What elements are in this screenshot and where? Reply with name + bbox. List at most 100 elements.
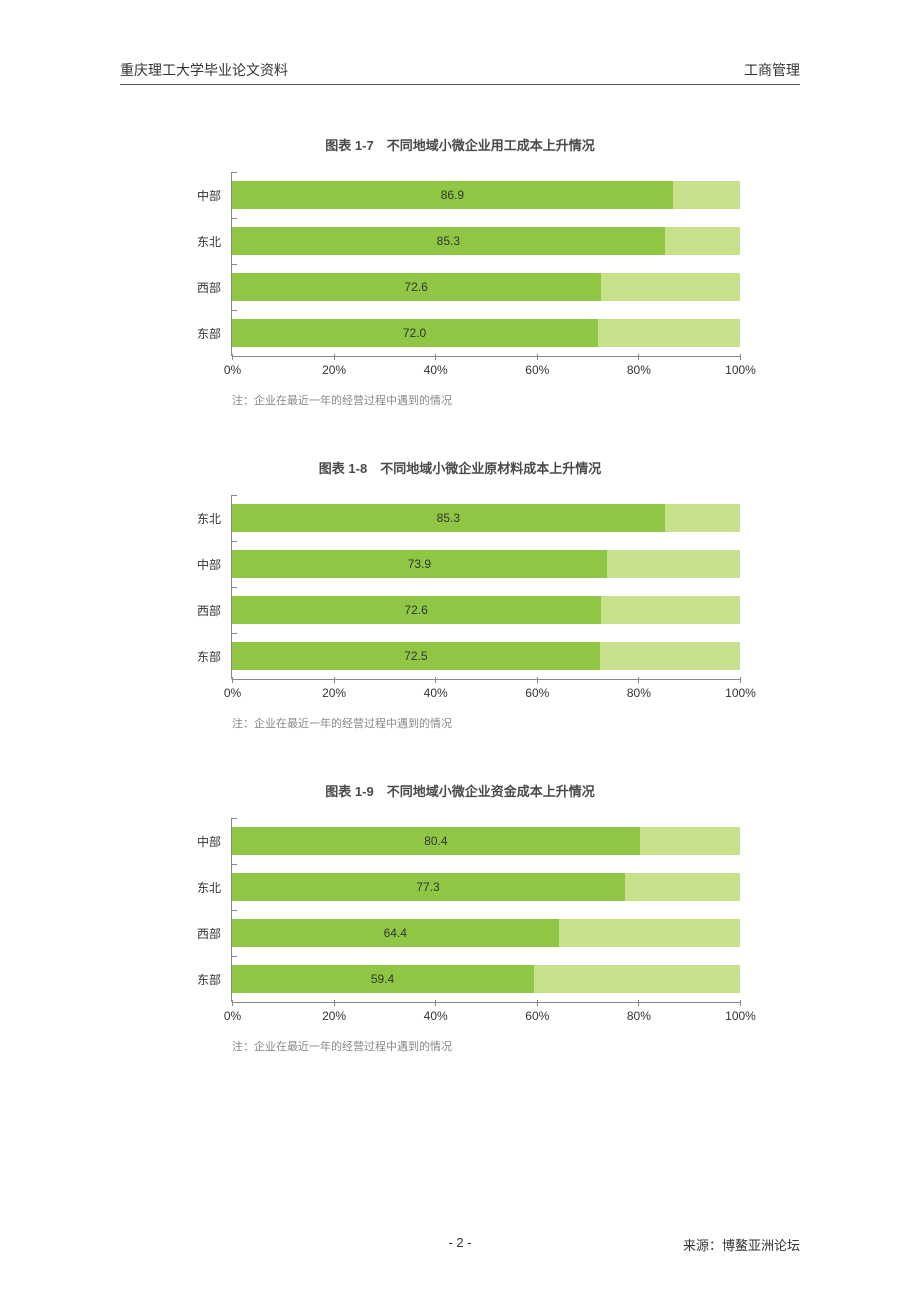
x-tick-line	[435, 1000, 436, 1006]
chart-note: 注：企业在最近一年的经营过程中遇到的情况	[180, 1038, 740, 1054]
bar-row: 72.0	[232, 310, 740, 356]
x-tick-line	[740, 1000, 741, 1006]
x-tick-line	[537, 1000, 538, 1006]
chart-wrap: 中部东北西部东部86.9 85.3 72.6 72.0 0% 20% 40% 60% 80% 10…	[180, 172, 740, 380]
y-axis-category: 西部	[197, 264, 221, 310]
x-tick-line	[334, 354, 335, 360]
x-tick-label: 100%	[725, 1009, 756, 1023]
x-tick-line	[435, 677, 436, 683]
bar-value-label: 59.4	[371, 972, 394, 986]
bar-slot: 85.3	[232, 504, 740, 532]
x-tick-line	[638, 1000, 639, 1006]
bar-value-label: 80.4	[424, 834, 447, 848]
bar-segment-secondary	[559, 919, 740, 947]
bar-segment-secondary	[665, 227, 740, 255]
x-tick-label: 0%	[224, 1009, 241, 1023]
page-footer: - 2 - 来源：博鳌亚洲论坛	[0, 1235, 920, 1254]
bar-value-label: 73.9	[408, 557, 431, 571]
y-axis-labels: 中部东北西部东部	[180, 172, 232, 356]
x-tick: 100%	[740, 357, 741, 363]
x-axis: 0% 20% 40% 60% 80% 100%	[232, 356, 740, 380]
bar-segment-secondary	[665, 504, 740, 532]
y-axis-category: 西部	[197, 910, 221, 956]
bar-value-label: 64.4	[384, 926, 407, 940]
x-tick: 80%	[638, 680, 639, 686]
x-tick-label: 100%	[725, 686, 756, 700]
bar-segment-secondary	[673, 181, 740, 209]
x-tick-label: 60%	[525, 686, 549, 700]
bar-slot: 72.5	[232, 642, 740, 670]
y-axis-category: 西部	[197, 587, 221, 633]
bar-slot: 72.0	[232, 319, 740, 347]
x-tick: 0%	[232, 680, 233, 686]
header-right: 工商管理	[744, 60, 800, 80]
bar-segment-secondary	[598, 319, 740, 347]
page-header: 重庆理工大学毕业论文资料 工商管理	[120, 60, 800, 85]
bar-slot: 85.3	[232, 227, 740, 255]
x-tick-line	[334, 1000, 335, 1006]
bar-row: 85.3	[232, 218, 740, 264]
y-axis-category: 中部	[197, 818, 221, 864]
chart-block: 图表 1-7 不同地域小微企业用工成本上升情况中部东北西部东部86.985.37…	[120, 135, 800, 408]
x-tick: 60%	[537, 1003, 538, 1009]
x-tick-line	[232, 354, 233, 360]
chart-plot: 86.9 85.3 72.6 72.0	[232, 172, 740, 356]
x-tick-label: 20%	[322, 686, 346, 700]
x-tick: 20%	[334, 680, 335, 686]
x-tick: 100%	[740, 680, 741, 686]
bar-slot: 86.9	[232, 181, 740, 209]
chart-note: 注：企业在最近一年的经营过程中遇到的情况	[180, 392, 740, 408]
bar-row: 80.4	[232, 818, 740, 864]
chart-wrap: 东北中部西部东部85.373.972.672.50%20%40%60%80%10…	[180, 495, 740, 703]
x-tick: 20%	[334, 357, 335, 363]
x-tick-label: 40%	[424, 363, 448, 377]
bar-segment-secondary	[600, 642, 740, 670]
bar-value-label: 72.5	[404, 649, 427, 663]
chart-block: 图表 1-8 不同地域小微企业原材料成本上升情况东北中部西部东部85.373.9…	[120, 458, 800, 731]
x-tick: 60%	[537, 357, 538, 363]
bar-row: 72.6	[232, 264, 740, 310]
x-tick-line	[435, 354, 436, 360]
bar-row: 72.5	[232, 633, 740, 679]
x-tick-label: 60%	[525, 363, 549, 377]
x-tick-line	[537, 354, 538, 360]
y-axis-category: 东北	[197, 864, 221, 910]
bar-segment-secondary	[607, 550, 740, 578]
chart-wrap: 中部东北西部东部80.477.364.459.40%20%40%60%80%10…	[180, 818, 740, 1026]
x-tick-label: 80%	[627, 363, 651, 377]
chart-title: 图表 1-8 不同地域小微企业原材料成本上升情况	[120, 458, 800, 477]
x-tick-line	[537, 677, 538, 683]
x-tick: 40%	[435, 357, 436, 363]
header-left: 重庆理工大学毕业论文资料	[120, 60, 288, 80]
bar-slot: 72.6	[232, 273, 740, 301]
x-tick: 0%	[232, 1003, 233, 1009]
footer-source: 来源：博鳌亚洲论坛	[683, 1235, 800, 1254]
x-tick: 0%	[232, 357, 233, 363]
y-axis-category: 中部	[197, 172, 221, 218]
x-tick-line	[232, 677, 233, 683]
y-axis-labels: 中部东北西部东部	[180, 818, 232, 1002]
y-axis-category: 东部	[197, 956, 221, 1002]
bar-slot: 72.6	[232, 596, 740, 624]
bar-value-label: 72.6	[404, 603, 427, 617]
chart-title: 图表 1-9 不同地域小微企业资金成本上升情况	[120, 781, 800, 800]
bar-value-label: 85.3	[437, 234, 460, 248]
page-number: - 2 -	[448, 1235, 471, 1250]
bar-value-label: 72.0	[403, 326, 426, 340]
bar-row: 73.9	[232, 541, 740, 587]
y-axis-category: 东部	[197, 310, 221, 356]
x-tick-label: 80%	[627, 686, 651, 700]
x-tick-label: 0%	[224, 363, 241, 377]
x-axis: 0%20%40%60%80%100%	[232, 679, 740, 703]
y-axis-category: 东部	[197, 633, 221, 679]
bar-value-label: 77.3	[416, 880, 439, 894]
bar-slot: 77.3	[232, 873, 740, 901]
x-tick: 60%	[537, 680, 538, 686]
x-tick-label: 80%	[627, 1009, 651, 1023]
bar-row: 72.6	[232, 587, 740, 633]
chart-note: 注：企业在最近一年的经营过程中遇到的情况	[180, 715, 740, 731]
bar-row: 77.3	[232, 864, 740, 910]
bar-row: 86.9	[232, 172, 740, 218]
x-tick: 20%	[334, 1003, 335, 1009]
bar-row: 85.3	[232, 495, 740, 541]
